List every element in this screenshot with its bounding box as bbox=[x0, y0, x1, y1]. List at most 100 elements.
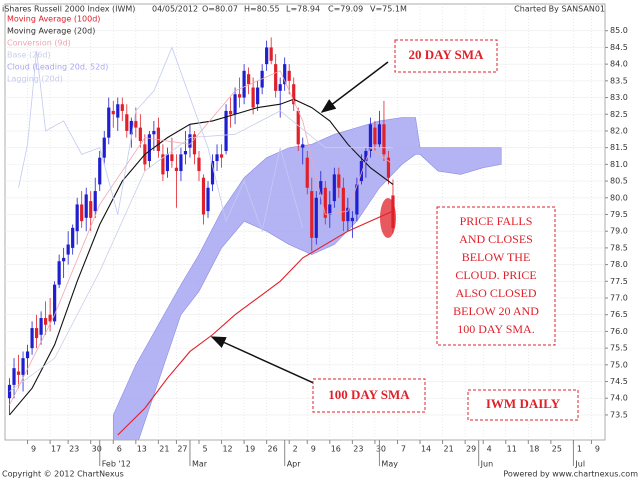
candle-body bbox=[237, 94, 242, 98]
legend-entry: Base (26d) bbox=[7, 51, 51, 60]
candle-body bbox=[274, 64, 278, 91]
x-tick-label: 12 bbox=[222, 445, 232, 454]
x-tick-label: 13 bbox=[137, 445, 147, 454]
note-line: CLOUD. PRICE bbox=[455, 268, 536, 282]
month-label: Jul bbox=[574, 460, 585, 469]
candle-body bbox=[319, 181, 323, 195]
candle-body bbox=[53, 284, 57, 322]
x-tick-label: 6 bbox=[117, 445, 122, 454]
legend-entry: Conversion (9d) bbox=[7, 39, 71, 48]
candle-body bbox=[39, 318, 43, 335]
x-tick-label: 9 bbox=[311, 445, 316, 454]
candle-body bbox=[102, 137, 106, 158]
note-line: BELOW 20 AND bbox=[453, 304, 539, 318]
candle-body bbox=[301, 144, 305, 148]
candle-body bbox=[269, 47, 273, 61]
candle-body bbox=[48, 314, 52, 322]
y-tick-label: 84.0 bbox=[610, 60, 628, 69]
candle-body bbox=[373, 127, 377, 145]
annotation-box bbox=[467, 389, 579, 421]
candle-body bbox=[206, 187, 210, 212]
candle-body bbox=[337, 174, 341, 188]
legend-entry: Moving Average (20d) bbox=[7, 27, 95, 36]
y-tick-label: 81.5 bbox=[610, 143, 628, 152]
indicator-line bbox=[9, 70, 394, 406]
credit: Charted By SANSAN01 bbox=[514, 5, 605, 14]
candle-body bbox=[310, 191, 314, 238]
candle-body bbox=[265, 47, 269, 65]
candle-body bbox=[125, 114, 129, 131]
candle-body bbox=[44, 318, 48, 325]
y-tick-label: 75.0 bbox=[610, 360, 628, 369]
header: iShares Russell 2000 Index (IWM) 04/05/20… bbox=[2, 5, 407, 14]
y-tick-label: 78.5 bbox=[610, 243, 628, 252]
candle-body bbox=[247, 74, 251, 85]
candle-body bbox=[328, 204, 332, 215]
candle-body bbox=[256, 87, 260, 105]
y-tick-label: 83.0 bbox=[610, 93, 628, 102]
legend-entry: Lagging (20d) bbox=[7, 75, 63, 84]
candle-body bbox=[242, 70, 246, 98]
y-tick-label: 80.0 bbox=[610, 193, 628, 202]
annotation: 20 DAY SMA bbox=[409, 47, 484, 62]
candle-body bbox=[170, 154, 174, 162]
x-tick-label: 1 bbox=[577, 445, 582, 454]
indicator-line bbox=[117, 210, 394, 436]
candle-body bbox=[116, 104, 120, 118]
arrow bbox=[210, 336, 319, 386]
candle-body bbox=[147, 134, 151, 162]
candle-body bbox=[210, 161, 215, 185]
indicator-line bbox=[9, 110, 393, 392]
candle-body bbox=[161, 154, 165, 175]
candle-body bbox=[305, 157, 309, 188]
legend: Moving Average (100d) Moving Average (20d… bbox=[7, 15, 108, 84]
y-tick-label: 74.5 bbox=[610, 377, 628, 386]
candle-body bbox=[346, 207, 350, 222]
y-tick-label: 76.5 bbox=[610, 310, 628, 319]
candle-body bbox=[183, 151, 188, 155]
y-tick-label: 79.5 bbox=[610, 210, 628, 219]
candle-body bbox=[84, 194, 88, 218]
header-text: L=78.94 bbox=[286, 5, 320, 14]
candle-body bbox=[57, 261, 61, 285]
header-text: iShares Russell 2000 Index (IWM) bbox=[2, 5, 135, 14]
note-line: PRICE FALLS bbox=[460, 214, 533, 228]
candle-layer bbox=[7, 37, 395, 415]
candle-body bbox=[66, 244, 70, 255]
y-tick-label: 74.0 bbox=[610, 394, 628, 403]
x-tick-label: 21 bbox=[444, 445, 454, 454]
y-tick-label: 76.0 bbox=[610, 327, 628, 336]
candle-body bbox=[98, 157, 102, 185]
note: PRICE FALLS AND CLOSES BELOW THE CLOUD. PRI… bbox=[453, 214, 539, 336]
note-line: BELOW THE bbox=[462, 250, 531, 264]
candle-body bbox=[341, 187, 345, 222]
month-label: May bbox=[381, 460, 398, 469]
candle-body bbox=[12, 368, 16, 385]
header-text: H=80.55 bbox=[244, 5, 280, 14]
candle-body bbox=[296, 110, 300, 145]
candle-body bbox=[219, 154, 224, 158]
x-tick-label: 23 bbox=[69, 445, 79, 454]
header-text: 04/05/2012 bbox=[152, 5, 198, 14]
annotation-box bbox=[312, 378, 426, 413]
header-text: C=79.09 bbox=[328, 5, 363, 14]
candle-body bbox=[192, 134, 197, 155]
x-tick-label: 27 bbox=[177, 445, 187, 454]
candle-body bbox=[174, 167, 179, 172]
month-label: Jun bbox=[480, 460, 494, 469]
x-tick-label: 26 bbox=[268, 445, 278, 454]
header-text: V=75.1M bbox=[370, 5, 407, 14]
x-tick-label: 25 bbox=[552, 445, 562, 454]
candle-body bbox=[368, 124, 373, 152]
candle-body bbox=[165, 154, 170, 172]
candle-body bbox=[197, 157, 201, 172]
candle-body bbox=[34, 328, 39, 339]
candle-body bbox=[111, 110, 115, 115]
candle-body bbox=[287, 70, 291, 81]
x-tick-label: 14 bbox=[421, 445, 431, 454]
legend-entry: Cloud (Leading 20d, 52d) bbox=[7, 63, 108, 72]
x-tick-label: 19 bbox=[245, 445, 255, 454]
x-tick-label: 5 bbox=[202, 445, 207, 454]
candle-body bbox=[93, 191, 97, 212]
